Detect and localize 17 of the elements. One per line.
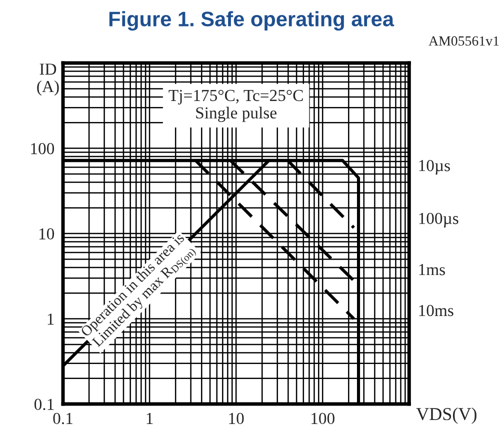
y-tick-label: 0.1	[34, 398, 54, 410]
text: AM05561v1	[428, 36, 499, 46]
text: 1ms	[419, 264, 445, 276]
chart-title: Figure 1. Safe operating area	[109, 11, 394, 31]
y-tick-label: 10	[39, 228, 54, 240]
y-tick-label: 100	[31, 142, 54, 154]
x-tick-label: 100	[312, 412, 334, 424]
annotation: Tj=175°C, Tc=25°C Single pulse	[168, 90, 303, 122]
text: 10µs	[419, 160, 450, 175]
y-axis-title: ID (A)	[37, 64, 59, 96]
text: 100µs	[419, 212, 458, 228]
x-axis-title: VDS(V)	[416, 407, 476, 424]
x-tick-label: 1	[146, 412, 153, 424]
x-tick-label: 0.1	[53, 412, 72, 424]
x-tick-label: 10	[229, 412, 244, 424]
y-tick-label: 1	[48, 314, 54, 325]
text: 10ms	[419, 304, 454, 316]
